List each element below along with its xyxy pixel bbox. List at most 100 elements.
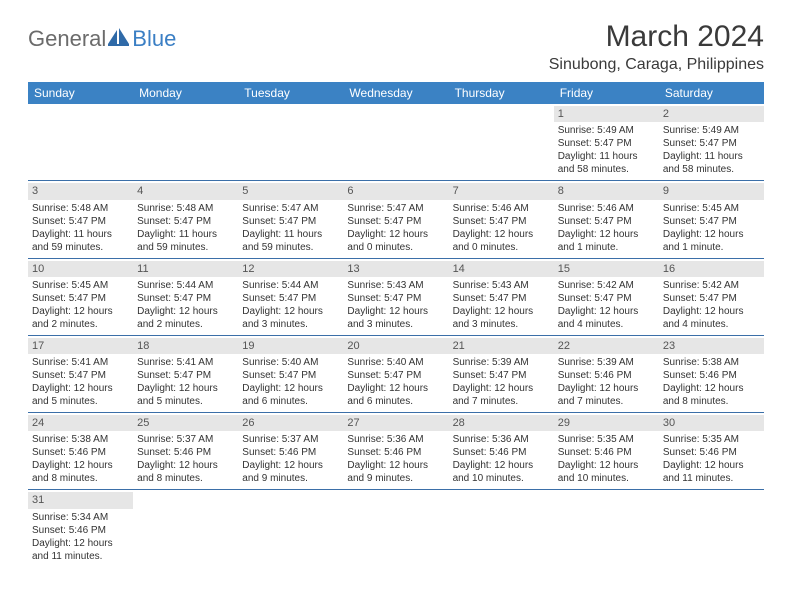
day-number: 30 [659,415,764,431]
daylight-text: Daylight: 11 hours and 59 minutes. [242,228,339,254]
calendar-cell: 24Sunrise: 5:38 AMSunset: 5:46 PMDayligh… [28,413,133,489]
calendar-cell: 28Sunrise: 5:36 AMSunset: 5:46 PMDayligh… [449,413,554,489]
calendar-cell: 19Sunrise: 5:40 AMSunset: 5:47 PMDayligh… [238,336,343,412]
daylight-text: Daylight: 12 hours and 5 minutes. [32,382,129,408]
day-number: 10 [28,261,133,277]
sunset-text: Sunset: 5:47 PM [242,292,339,305]
daylight-text: Daylight: 12 hours and 8 minutes. [663,382,760,408]
daylight-text: Daylight: 12 hours and 3 minutes. [242,305,339,331]
calendar-cell [659,490,764,566]
daylight-text: Daylight: 12 hours and 7 minutes. [453,382,550,408]
sunrise-text: Sunrise: 5:47 AM [242,202,339,215]
calendar-header-cell: Thursday [449,82,554,104]
daylight-text: Daylight: 12 hours and 4 minutes. [663,305,760,331]
daylight-text: Daylight: 12 hours and 4 minutes. [558,305,655,331]
calendar-cell: 31Sunrise: 5:34 AMSunset: 5:46 PMDayligh… [28,490,133,566]
logo: General Blue [28,20,176,52]
sunset-text: Sunset: 5:47 PM [453,292,550,305]
sunset-text: Sunset: 5:47 PM [558,137,655,150]
sunrise-text: Sunrise: 5:46 AM [558,202,655,215]
month-title: March 2024 [549,20,764,54]
calendar-cell: 15Sunrise: 5:42 AMSunset: 5:47 PMDayligh… [554,259,659,335]
sunset-text: Sunset: 5:47 PM [32,369,129,382]
sunset-text: Sunset: 5:47 PM [32,292,129,305]
day-number: 14 [449,261,554,277]
daylight-text: Daylight: 12 hours and 10 minutes. [453,459,550,485]
daylight-text: Daylight: 11 hours and 58 minutes. [663,150,760,176]
sunrise-text: Sunrise: 5:41 AM [32,356,129,369]
day-number: 13 [343,261,448,277]
calendar-cell [449,104,554,180]
sunrise-text: Sunrise: 5:42 AM [558,279,655,292]
sunrise-text: Sunrise: 5:36 AM [347,433,444,446]
day-number: 6 [343,183,448,199]
calendar-cell: 27Sunrise: 5:36 AMSunset: 5:46 PMDayligh… [343,413,448,489]
daylight-text: Daylight: 12 hours and 3 minutes. [453,305,550,331]
calendar-body: 1Sunrise: 5:49 AMSunset: 5:47 PMDaylight… [28,104,764,567]
daylight-text: Daylight: 12 hours and 6 minutes. [242,382,339,408]
day-number: 21 [449,338,554,354]
calendar-cell: 5Sunrise: 5:47 AMSunset: 5:47 PMDaylight… [238,181,343,257]
calendar-cell [554,490,659,566]
day-number: 1 [554,106,659,122]
header: General Blue March 2024 Sinubong, Caraga… [28,20,764,74]
day-number: 27 [343,415,448,431]
sunrise-text: Sunrise: 5:48 AM [32,202,129,215]
calendar-row: 3Sunrise: 5:48 AMSunset: 5:47 PMDaylight… [28,181,764,258]
daylight-text: Daylight: 12 hours and 8 minutes. [137,459,234,485]
calendar-cell: 7Sunrise: 5:46 AMSunset: 5:47 PMDaylight… [449,181,554,257]
calendar-cell [28,104,133,180]
calendar-cell: 8Sunrise: 5:46 AMSunset: 5:47 PMDaylight… [554,181,659,257]
sunrise-text: Sunrise: 5:47 AM [347,202,444,215]
day-number: 24 [28,415,133,431]
sunset-text: Sunset: 5:46 PM [32,524,129,537]
daylight-text: Daylight: 12 hours and 10 minutes. [558,459,655,485]
calendar-header-row: SundayMondayTuesdayWednesdayThursdayFrid… [28,82,764,104]
sunrise-text: Sunrise: 5:49 AM [558,124,655,137]
day-number: 7 [449,183,554,199]
sunrise-text: Sunrise: 5:45 AM [663,202,760,215]
sunset-text: Sunset: 5:47 PM [242,215,339,228]
calendar-cell: 29Sunrise: 5:35 AMSunset: 5:46 PMDayligh… [554,413,659,489]
daylight-text: Daylight: 12 hours and 2 minutes. [32,305,129,331]
calendar-cell: 4Sunrise: 5:48 AMSunset: 5:47 PMDaylight… [133,181,238,257]
sunrise-text: Sunrise: 5:37 AM [137,433,234,446]
day-number: 22 [554,338,659,354]
daylight-text: Daylight: 12 hours and 5 minutes. [137,382,234,408]
daylight-text: Daylight: 12 hours and 11 minutes. [32,537,129,563]
day-number: 2 [659,106,764,122]
day-number: 16 [659,261,764,277]
daylight-text: Daylight: 12 hours and 8 minutes. [32,459,129,485]
calendar-cell: 17Sunrise: 5:41 AMSunset: 5:47 PMDayligh… [28,336,133,412]
calendar-cell: 21Sunrise: 5:39 AMSunset: 5:47 PMDayligh… [449,336,554,412]
sunset-text: Sunset: 5:46 PM [663,369,760,382]
sunset-text: Sunset: 5:47 PM [663,215,760,228]
day-number: 31 [28,492,133,508]
sunrise-text: Sunrise: 5:44 AM [242,279,339,292]
location: Sinubong, Caraga, Philippines [549,56,764,74]
daylight-text: Daylight: 12 hours and 7 minutes. [558,382,655,408]
calendar-cell [238,104,343,180]
sunset-text: Sunset: 5:47 PM [32,215,129,228]
calendar-cell [238,490,343,566]
sunset-text: Sunset: 5:46 PM [137,446,234,459]
calendar-cell [133,490,238,566]
calendar-row: 17Sunrise: 5:41 AMSunset: 5:47 PMDayligh… [28,336,764,413]
calendar: SundayMondayTuesdayWednesdayThursdayFrid… [28,82,764,567]
day-number: 18 [133,338,238,354]
calendar-cell: 10Sunrise: 5:45 AMSunset: 5:47 PMDayligh… [28,259,133,335]
sunset-text: Sunset: 5:47 PM [558,292,655,305]
day-number: 26 [238,415,343,431]
sunset-text: Sunset: 5:47 PM [137,369,234,382]
calendar-cell: 22Sunrise: 5:39 AMSunset: 5:46 PMDayligh… [554,336,659,412]
daylight-text: Daylight: 12 hours and 6 minutes. [347,382,444,408]
day-number: 9 [659,183,764,199]
daylight-text: Daylight: 11 hours and 59 minutes. [137,228,234,254]
calendar-cell: 25Sunrise: 5:37 AMSunset: 5:46 PMDayligh… [133,413,238,489]
day-number: 28 [449,415,554,431]
sunrise-text: Sunrise: 5:40 AM [347,356,444,369]
daylight-text: Daylight: 12 hours and 0 minutes. [453,228,550,254]
sunrise-text: Sunrise: 5:40 AM [242,356,339,369]
daylight-text: Daylight: 12 hours and 2 minutes. [137,305,234,331]
sunrise-text: Sunrise: 5:49 AM [663,124,760,137]
